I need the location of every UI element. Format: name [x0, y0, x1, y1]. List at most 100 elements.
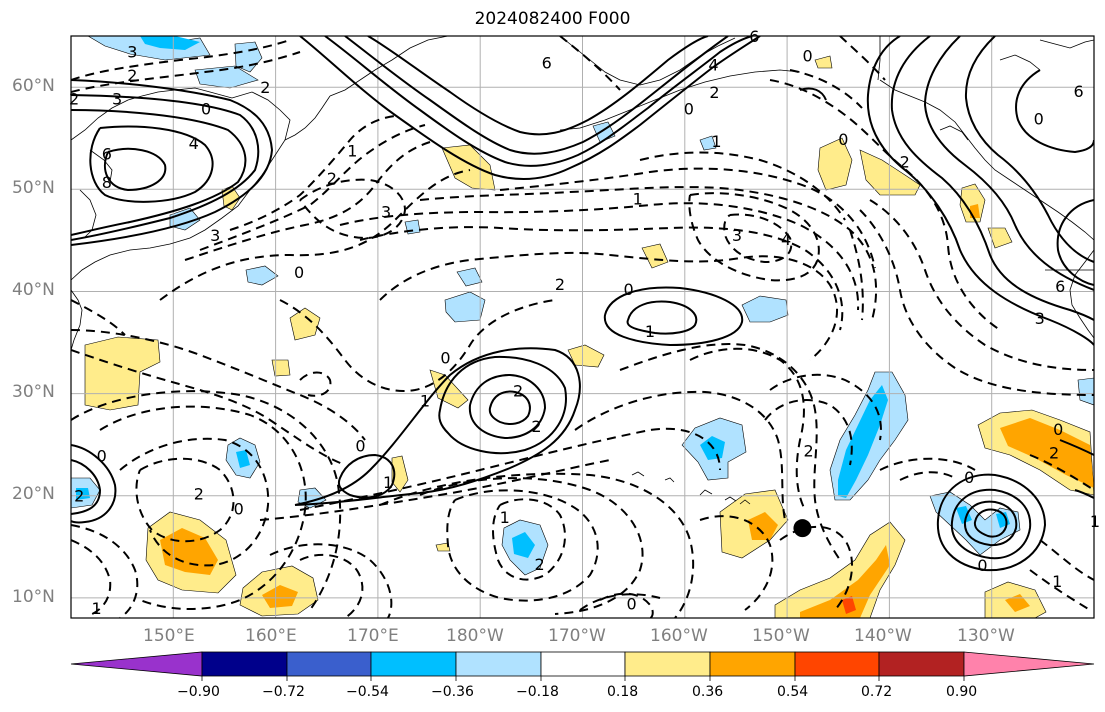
colorbar-tick-label: 0.18 — [607, 684, 639, 700]
lon-label-170e: 170°E — [347, 626, 399, 646]
colorbar-tick-label: −0.36 — [431, 684, 474, 700]
positive-anomaly-patch — [859, 149, 921, 196]
negative-anomaly-core — [512, 532, 535, 558]
lat-label-50n: 50°N — [12, 178, 55, 198]
lon-label-160w: 160°W — [650, 626, 708, 646]
contour-label: 6 — [102, 144, 112, 163]
contour-label: 0 — [440, 349, 450, 368]
colorbar-segment — [286, 651, 372, 677]
lat-label-20n: 20°N — [12, 484, 55, 504]
contour-label: 1 — [1052, 572, 1062, 591]
contour-label: 1 — [633, 189, 643, 208]
dashed-contours — [71, 36, 1094, 618]
lon-label-160e: 160°E — [245, 626, 297, 646]
contour-label: 6 — [542, 54, 552, 73]
contour-label: 1 — [1090, 512, 1100, 531]
lat-label-60n: 60°N — [12, 76, 55, 96]
contour-label: 4 — [781, 230, 791, 249]
contour-label: 2 — [127, 66, 137, 85]
contour-label: 3 — [112, 89, 122, 108]
positive-anomaly-patch — [271, 359, 291, 377]
contour-label: 0 — [964, 468, 974, 487]
colorbar-segment — [370, 651, 457, 677]
contour-label: 2 — [327, 169, 337, 188]
positive-anomaly-core — [748, 512, 778, 540]
contour-label: 3 — [732, 226, 742, 245]
colorbar-tick-label: 0.36 — [692, 684, 724, 700]
negative-anomaly-core — [838, 385, 888, 498]
positive-anomaly-core — [1005, 594, 1030, 612]
contour-label: 0 — [802, 46, 812, 65]
colorbar-segment — [709, 651, 796, 677]
negative-anomaly-patch — [245, 265, 279, 286]
positive-anomaly-core — [262, 585, 298, 608]
gridlines — [71, 36, 1094, 618]
lon-label-130w: 130°W — [957, 626, 1015, 646]
colorbar-tick-label: −0.72 — [262, 684, 305, 700]
colorbar-segment — [624, 651, 711, 677]
contour-label: 0 — [234, 500, 244, 519]
contour-label: 0 — [977, 556, 987, 575]
colorbar-tick-label: 0.72 — [861, 684, 893, 700]
solid-contours — [71, 36, 1094, 572]
colorbar-tick-label: −0.18 — [516, 684, 559, 700]
contour-label: 0 — [623, 280, 633, 299]
positive-anomaly-core — [800, 545, 890, 618]
negative-anomaly-patch — [699, 135, 717, 151]
plot-frame — [70, 35, 1095, 619]
colorbar-segment — [878, 651, 965, 677]
negative-anomaly-patch — [456, 267, 483, 287]
contour-label: 2 — [900, 153, 910, 172]
contour-label: 1 — [420, 392, 430, 411]
contour-label: 0 — [201, 99, 211, 118]
lon-label-170w: 170°W — [548, 626, 606, 646]
positive-anomaly-patch — [641, 243, 669, 269]
colorbar-segment — [540, 651, 626, 677]
contour-label: 2 — [513, 381, 523, 400]
colorbar — [70, 651, 1095, 681]
colorbar-segment — [455, 651, 542, 677]
contour-label: 0 — [355, 436, 365, 455]
contour-label: 3 — [210, 226, 220, 245]
contour-label: 0 — [627, 595, 637, 614]
positive-anomaly-patch — [814, 55, 833, 69]
lon-label-180w: 180°W — [446, 626, 504, 646]
contour-label: 0 — [294, 263, 304, 282]
negative-anomaly-core — [140, 36, 200, 50]
contour-label: 1 — [711, 132, 721, 151]
contour-label: 2 — [69, 89, 79, 108]
contour-label: 2 — [194, 484, 204, 503]
contour-label: 6 — [1074, 82, 1084, 101]
contour-label: 0 — [1053, 420, 1063, 439]
contour-label: 1 — [500, 508, 510, 527]
contour-label: 1 — [645, 322, 655, 341]
positive-anomaly-patch — [987, 227, 1013, 249]
colorbar-tick-label: −0.90 — [177, 684, 220, 700]
map-title: 2024082400 F000 — [474, 9, 631, 29]
lat-label-40n: 40°N — [12, 280, 55, 300]
positive-anomaly-patch — [435, 542, 451, 552]
colorbar-segment — [201, 651, 288, 677]
colorbar-tick-label: 0.90 — [946, 684, 978, 700]
location-marker — [793, 519, 812, 538]
positive-anomaly-patch — [391, 455, 409, 493]
anomaly-shading — [71, 36, 1094, 618]
colorbar-extend-low — [70, 651, 203, 677]
lon-label-150w: 150°W — [752, 626, 810, 646]
contour-label: 2 — [1049, 444, 1059, 463]
contour-label: 8 — [102, 173, 112, 192]
lat-label-30n: 30°N — [12, 382, 55, 402]
colorbar-segment — [794, 651, 880, 677]
contour-label: 2 — [74, 486, 84, 505]
positive-anomaly-patch — [817, 137, 853, 191]
colorbar-tick-label: −0.54 — [346, 684, 389, 700]
contour-label: 0 — [838, 130, 848, 149]
contour-label: 0 — [97, 447, 107, 466]
contour-label: 1 — [383, 473, 393, 492]
contour-label: 0 — [684, 99, 694, 118]
contour-label: 4 — [189, 134, 199, 153]
lon-label-140w: 140°W — [854, 626, 912, 646]
contour-label: 2 — [534, 555, 544, 574]
lon-label-150e: 150°E — [143, 626, 195, 646]
